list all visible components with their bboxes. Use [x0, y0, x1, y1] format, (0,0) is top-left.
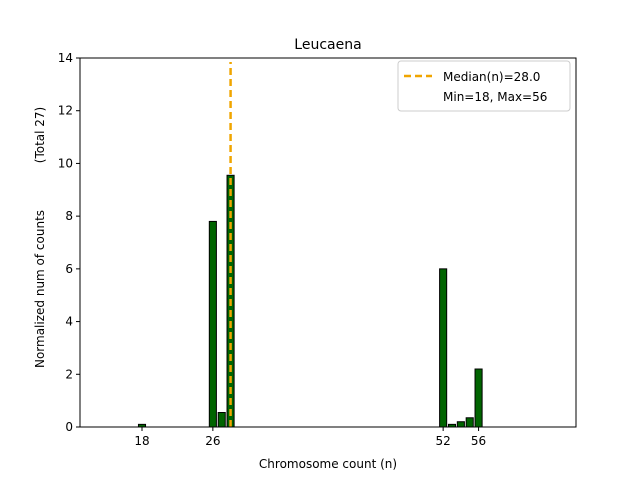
- legend-box: [397, 60, 571, 112]
- x-axis-ticks: 18 26 52 56: [134, 427, 486, 448]
- chart-title: Leucaena: [294, 37, 361, 53]
- histogram-bar: [465, 417, 474, 428]
- x-axis-label: Chromosome count (n): [259, 457, 397, 471]
- histogram-bar: [217, 412, 226, 428]
- plot-frame: [79, 57, 577, 428]
- x-tick-label: 18: [134, 434, 149, 448]
- y-tick-label: 12: [58, 104, 73, 118]
- y-tick-label: 0: [65, 420, 73, 434]
- legend-minmax-label: Min=18, Max=56: [443, 90, 547, 104]
- histogram-bar: [456, 421, 465, 428]
- y-tick-label: 2: [65, 367, 73, 381]
- y-tick-label: 8: [65, 209, 73, 223]
- x-tick-label: 26: [205, 434, 220, 448]
- histogram-bar: [208, 220, 217, 428]
- histogram-bar: [439, 268, 448, 428]
- y-tick-label: 14: [58, 51, 73, 65]
- y-axis-label-total: (Total 27): [33, 107, 47, 163]
- y-tick-label: 4: [65, 315, 73, 329]
- legend: Median(n)=28.0 Min=18, Max=56: [397, 60, 571, 112]
- y-axis-ticks: 0 2 4 6 8 10 12 14: [58, 51, 80, 434]
- histogram-bar: [474, 368, 483, 428]
- y-tick-label: 6: [65, 262, 73, 276]
- legend-median-label: Median(n)=28.0: [443, 70, 540, 84]
- x-tick-label: 56: [471, 434, 486, 448]
- y-tick-label: 10: [58, 156, 73, 170]
- y-axis-label: Normalized num of counts: [33, 210, 47, 368]
- x-tick-label: 52: [436, 434, 451, 448]
